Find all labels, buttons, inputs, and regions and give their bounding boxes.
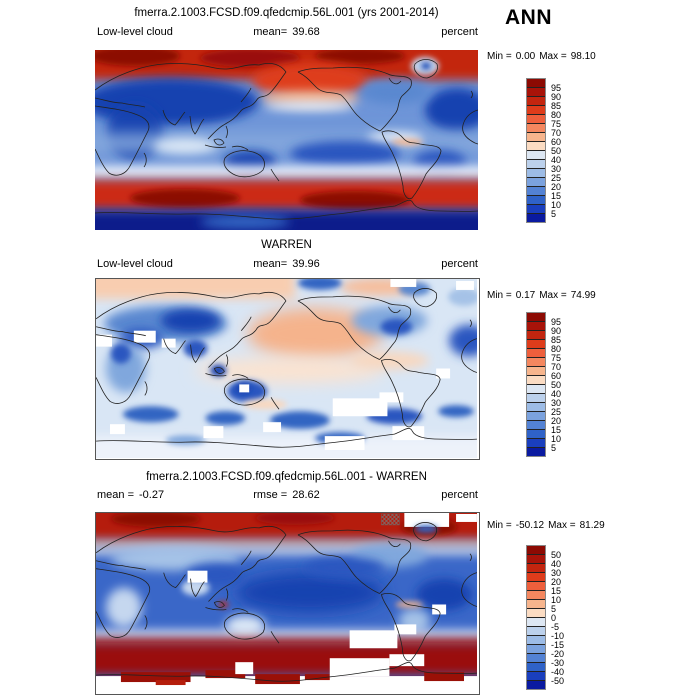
panel1-mean: mean= 39.68: [253, 26, 320, 38]
colorbar-labels: 95 90 85 80 75 70 60 50 40 30 25 20 15 10 5: [551, 317, 562, 453]
diff-map: [95, 512, 480, 695]
model-map: [95, 50, 478, 230]
panel1-minmax: Min = 0.00 Max = 98.10: [487, 51, 596, 62]
panel3-units: percent: [441, 489, 478, 501]
panel3-colorbar-wrap: 50 40 30 20 15 10 5 0 -5 -10 -15 -20 -30 -40 -50: [526, 545, 596, 695]
panel3-rmse: rmse = 28.62: [253, 489, 320, 501]
obs-map: [95, 278, 480, 460]
panel1-variable-label: Low-level cloud: [97, 26, 173, 38]
panel1-units: percent: [441, 26, 478, 38]
colorbar-labels: 50 40 30 20 15 10 5 0 -5 -10 -15 -20 -30 -40 -50: [551, 550, 565, 686]
panel2-mean: mean= 39.96: [253, 258, 320, 270]
panel3-title: fmerra.2.1003.FCSD.f09.qfedcmip.56L.001 …: [146, 471, 427, 483]
panel2-title: WARREN: [261, 239, 312, 251]
colorbar: [526, 312, 546, 457]
colorbar: [526, 545, 546, 690]
panel1-colorbar-wrap: 95 90 85 80 75 70 60 50 40 30 25 20 15 10 5: [526, 78, 596, 228]
panel2-units: percent: [441, 258, 478, 270]
colorbar-labels: 95 90 85 80 75 70 60 50 40 30 25 20 15 10 5: [551, 83, 562, 219]
panel1-title: fmerra.2.1003.FCSD.f09.qfedcmip.56L.001 …: [134, 7, 439, 19]
season-label: ANN: [505, 6, 552, 29]
panel3-minmax: Min = -50.12 Max = 81.29: [487, 520, 605, 531]
panel2-variable-label: Low-level cloud: [97, 258, 173, 270]
colorbar: [526, 78, 546, 223]
panel3-mean: mean = -0.27: [97, 489, 165, 501]
panel2-colorbar-wrap: 95 90 85 80 75 70 60 50 40 30 25 20 15 10 5: [526, 312, 596, 462]
panel2-minmax: Min = 0.17 Max = 74.99: [487, 290, 596, 301]
